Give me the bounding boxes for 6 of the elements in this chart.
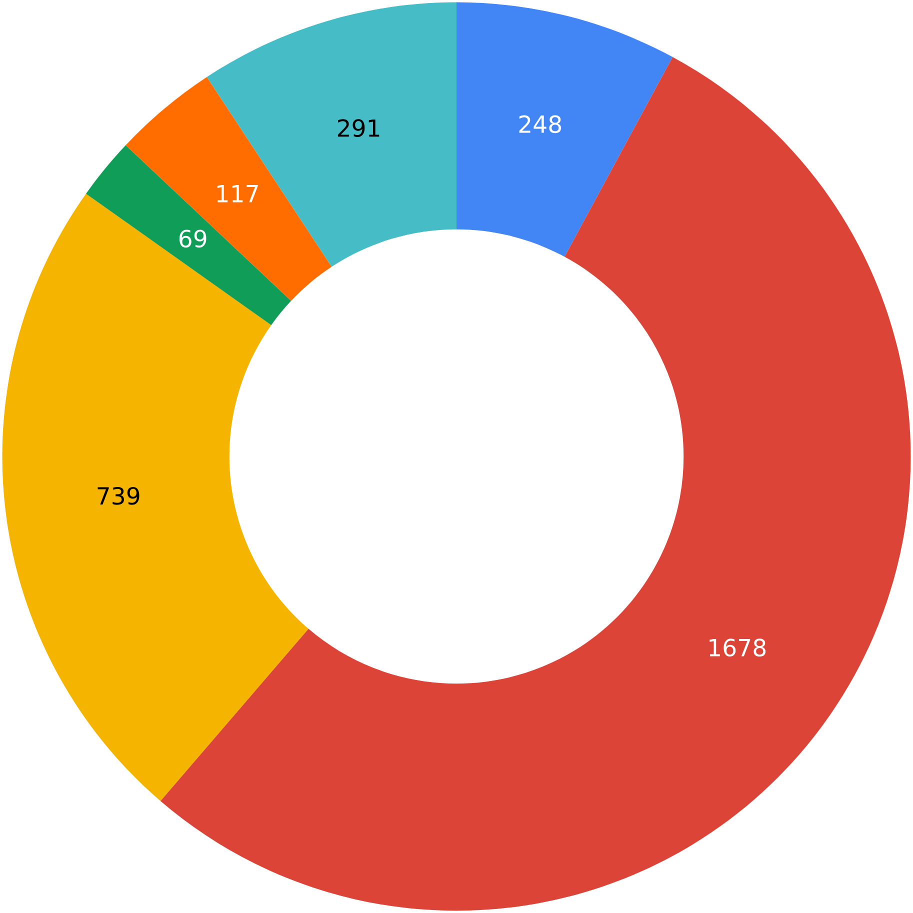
data-label: 1678 xyxy=(710,638,766,657)
data-label: 291 xyxy=(338,119,380,137)
data-label: 69 xyxy=(180,230,206,248)
data-label: 117 xyxy=(217,185,258,202)
data-label: 248 xyxy=(519,115,562,134)
data-label: 739 xyxy=(98,486,140,505)
